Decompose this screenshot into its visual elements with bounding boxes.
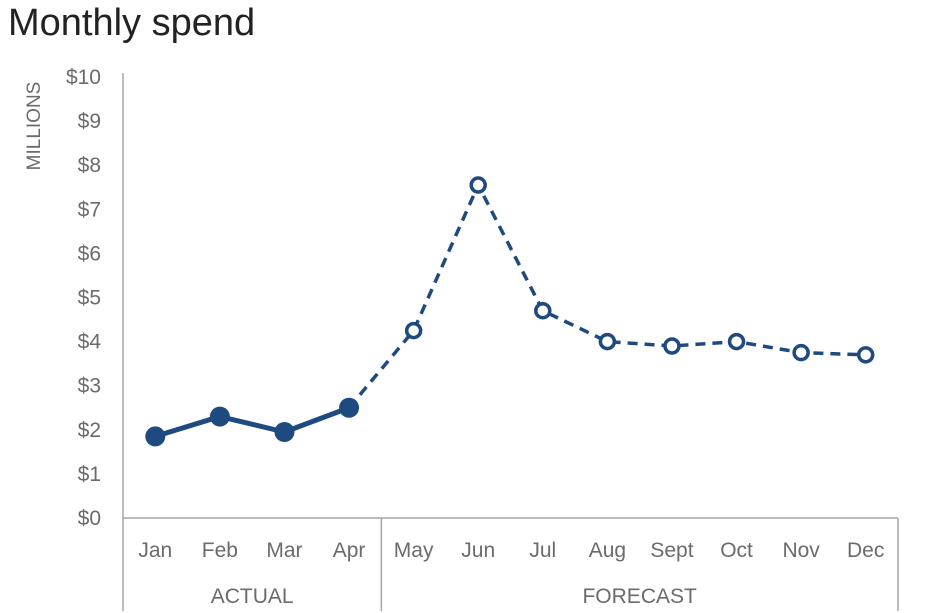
x-tick-label: Jan [138, 539, 172, 562]
x-tick-label: Feb [202, 539, 238, 562]
x-tick-label: Nov [782, 539, 820, 562]
y-tick-label: $2 [78, 419, 101, 442]
actual-data-point [209, 406, 230, 427]
y-tick-labels: $0 $1 $2 $3 $4 $5 $6 $7 $8 $9 $10 [66, 66, 101, 530]
y-tick-label: $8 [78, 154, 101, 177]
y-tick-label: $1 [78, 463, 101, 486]
forecast-data-point [792, 343, 810, 362]
y-tick-label: $7 [78, 198, 101, 221]
actual-data-point [145, 426, 166, 447]
actual-data-point [339, 397, 360, 418]
x-tick-label: May [394, 539, 434, 562]
y-tick-label: $3 [78, 375, 101, 398]
category-group-labels: ACTUAL FORECAST [211, 585, 697, 608]
forecast-data-point [727, 332, 746, 351]
y-axis-label: MILLIONS [24, 82, 45, 171]
x-tick-labels: Jan Feb Mar Apr May Jun Jul Aug Sept Oct Nov Dec [138, 539, 884, 562]
y-tick-label: $9 [78, 110, 101, 133]
x-tick-label: Dec [847, 539, 884, 562]
x-tick-label: Jul [529, 539, 556, 562]
x-tick-label: Sept [650, 539, 693, 562]
chart-title: Monthly spend [8, 2, 256, 44]
x-tick-label: Oct [720, 539, 753, 562]
x-tick-label: Aug [589, 539, 626, 562]
axes [122, 73, 899, 611]
actual-data-point [274, 422, 295, 443]
forecast-data-point [404, 321, 423, 340]
forecast-series-line [347, 183, 866, 409]
y-tick-label: $0 [78, 507, 101, 530]
y-tick-label: $4 [78, 331, 102, 354]
y-tick-label: $10 [66, 66, 101, 89]
forecast-data-point [856, 346, 875, 364]
x-tick-label: Mar [266, 539, 302, 562]
actual-series-line [154, 405, 350, 439]
y-tick-label: $6 [78, 242, 101, 265]
forecast-data-point [469, 176, 487, 194]
series-lines [154, 183, 866, 439]
forecast-data-point [534, 301, 552, 320]
y-tick-label: $5 [78, 287, 101, 310]
group-label: ACTUAL [211, 585, 294, 608]
x-tick-label: Apr [333, 539, 366, 562]
data-points [145, 176, 875, 447]
x-tick-label: Jun [461, 539, 495, 562]
forecast-data-point [663, 337, 681, 355]
group-label: FORECAST [582, 585, 697, 608]
forecast-data-point [598, 332, 617, 351]
